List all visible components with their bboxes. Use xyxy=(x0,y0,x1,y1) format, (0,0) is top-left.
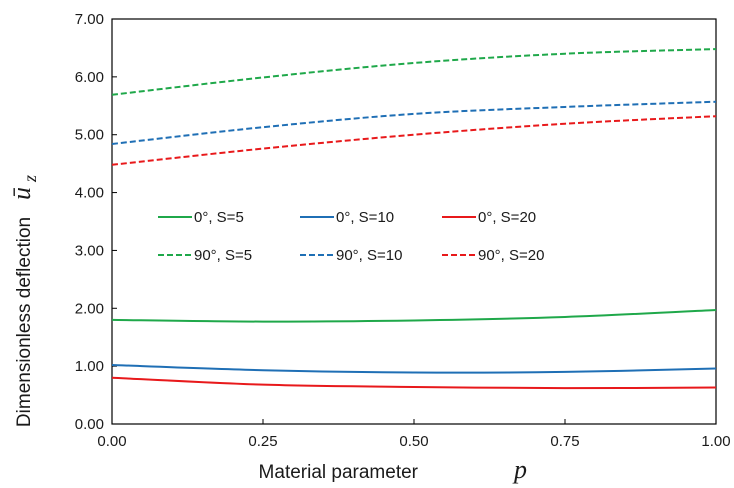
series-line-3 xyxy=(111,376,717,390)
x-tick-label: 0.50 xyxy=(399,433,428,450)
legend-entry-label: 90°, S=20 xyxy=(478,247,544,264)
legend-entry-label: 90°, S=5 xyxy=(194,247,252,264)
legend-entry-label: 0°, S=5 xyxy=(194,209,244,226)
series-lines xyxy=(111,48,717,390)
y-tick-label: 0.00 xyxy=(75,416,104,433)
x-tick-label: 0.25 xyxy=(248,433,277,450)
y-axis-symbol: ū xyxy=(7,187,36,200)
legend-entry-label: 90°, S=10 xyxy=(336,247,402,264)
series-line-1 xyxy=(111,309,717,323)
y-axis-symbol-subscript: z xyxy=(20,175,40,183)
y-tick-label: 2.00 xyxy=(75,300,104,317)
x-tick-label: 0.00 xyxy=(97,433,126,450)
y-axis-title: Dimensionless deflection ū z xyxy=(7,175,40,427)
series-line-4 xyxy=(111,48,717,96)
series-line-6 xyxy=(111,115,717,166)
y-axis-ticks: 0.00 1.00 2.00 3.00 4.00 5.00 6.00 7.00 xyxy=(75,11,117,433)
y-tick-label: 3.00 xyxy=(75,242,104,259)
y-tick-label: 6.00 xyxy=(75,69,104,86)
legend-entry-label: 0°, S=20 xyxy=(478,209,536,226)
y-tick-label: 5.00 xyxy=(75,127,104,144)
x-axis-label: Material parameter xyxy=(259,462,419,483)
legend: 0°, S=5 0°, S=10 0°, S=20 90°, S=5 90°, S=10… xyxy=(158,209,544,264)
y-tick-label: 4.00 xyxy=(75,185,104,202)
x-axis-ticks: 0.00 0.25 0.50 0.75 1.00 xyxy=(97,419,731,450)
x-tick-label: 0.75 xyxy=(550,433,579,450)
x-axis-symbol: p xyxy=(512,455,527,484)
y-tick-label: 1.00 xyxy=(75,358,104,375)
legend-entry-label: 0°, S=10 xyxy=(336,209,394,226)
x-tick-label: 1.00 xyxy=(701,433,730,450)
y-tick-label: 7.00 xyxy=(75,11,104,28)
series-line-5 xyxy=(111,100,717,145)
series-line-2 xyxy=(111,363,717,374)
y-axis-label: Dimensionless deflection xyxy=(14,217,35,427)
